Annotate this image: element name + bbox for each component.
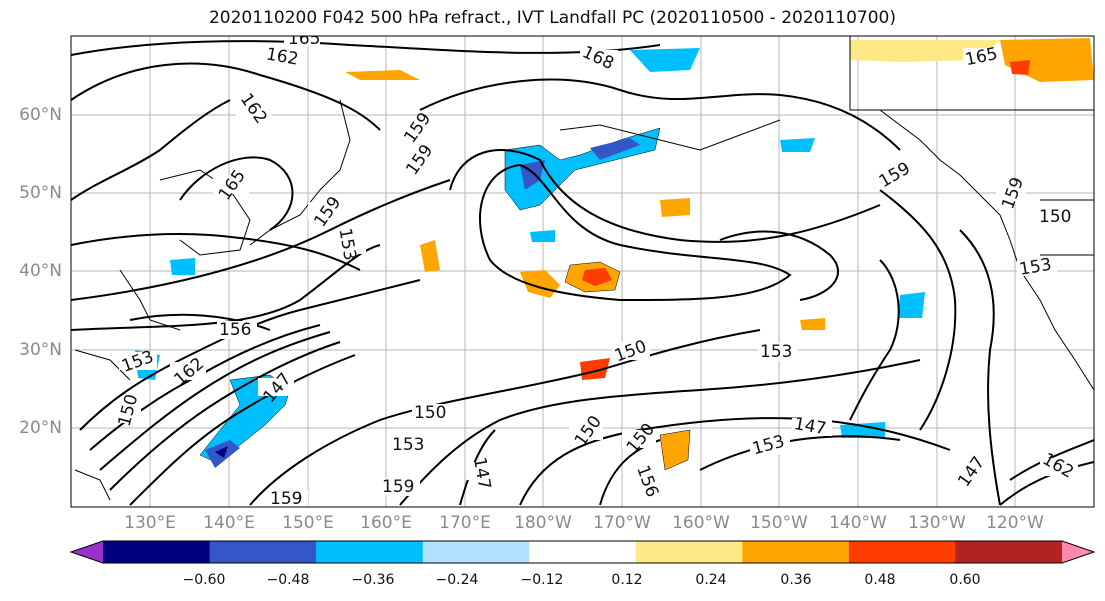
lon-label: 170°W: [593, 513, 651, 533]
contour-label: 156: [219, 320, 251, 340]
colorbar-tick-label: 0.36: [780, 572, 812, 588]
colorbar-segment: [529, 541, 637, 563]
colorbar-tick-label: −0.36: [351, 572, 395, 588]
lon-label: 130°E: [124, 513, 176, 533]
colorbar-segment: [209, 541, 317, 563]
colorbar-segment: [71, 541, 103, 563]
lon-label: 120°W: [986, 513, 1044, 533]
lat-label: 40°N: [19, 261, 62, 281]
contour-labels: 165 162 168 165 162 159 165 159 159 159 …: [111, 29, 1078, 509]
lon-label: 130°W: [908, 513, 966, 533]
colorbar-outline: [69, 540, 1096, 564]
contour-label: 153: [760, 342, 792, 362]
map-frame: [70, 35, 1095, 508]
gridlines: [71, 36, 1094, 507]
colorbar-segment: [742, 541, 850, 563]
colorbar-tick-label: −0.12: [520, 572, 564, 588]
lon-label: 150°E: [282, 513, 334, 533]
contour-label: 159: [270, 489, 302, 509]
colorbar-segment: [848, 541, 956, 563]
lon-label: 170°E: [439, 513, 491, 533]
contour-label: 165: [288, 29, 320, 49]
lat-label: 20°N: [19, 418, 62, 438]
colorbar-tick-label: 0.12: [611, 572, 643, 588]
colorbar-segment: [955, 541, 1063, 563]
colorbar-segment: [316, 541, 424, 563]
lon-label: 160°E: [360, 513, 412, 533]
colorbar: [69, 540, 1096, 564]
map-title: 2020110200 F042 500 hPa refract., IVT La…: [208, 8, 896, 28]
colorbar-tick-label: −0.60: [182, 572, 226, 588]
lon-label: 160°W: [672, 513, 730, 533]
lat-label: 50°N: [19, 183, 62, 203]
lon-label: 150°W: [750, 513, 808, 533]
colorbar-segment: [635, 541, 743, 563]
colorbar-tick-label: 0.60: [949, 572, 981, 588]
contour-label: 153: [392, 435, 424, 455]
contour-label: 159: [382, 477, 414, 497]
lon-label: 180°W: [514, 513, 572, 533]
lat-label: 30°N: [19, 340, 62, 360]
colorbar-segment: [422, 541, 530, 563]
contour-label: 150: [414, 403, 446, 423]
lon-label: 140°W: [829, 513, 887, 533]
colorbar-segment: [103, 541, 211, 563]
lon-label: 140°E: [203, 513, 255, 533]
colorbar-tick-label: 0.48: [864, 572, 896, 588]
lat-label: 60°N: [19, 105, 62, 125]
colorbar-segment: [1062, 541, 1094, 563]
colorbar-tick-label: 0.24: [695, 572, 727, 588]
contour-label: 150: [1039, 207, 1071, 227]
colorbar-tick-label: −0.48: [266, 572, 310, 588]
colorbar-tick-label: −0.24: [435, 572, 479, 588]
